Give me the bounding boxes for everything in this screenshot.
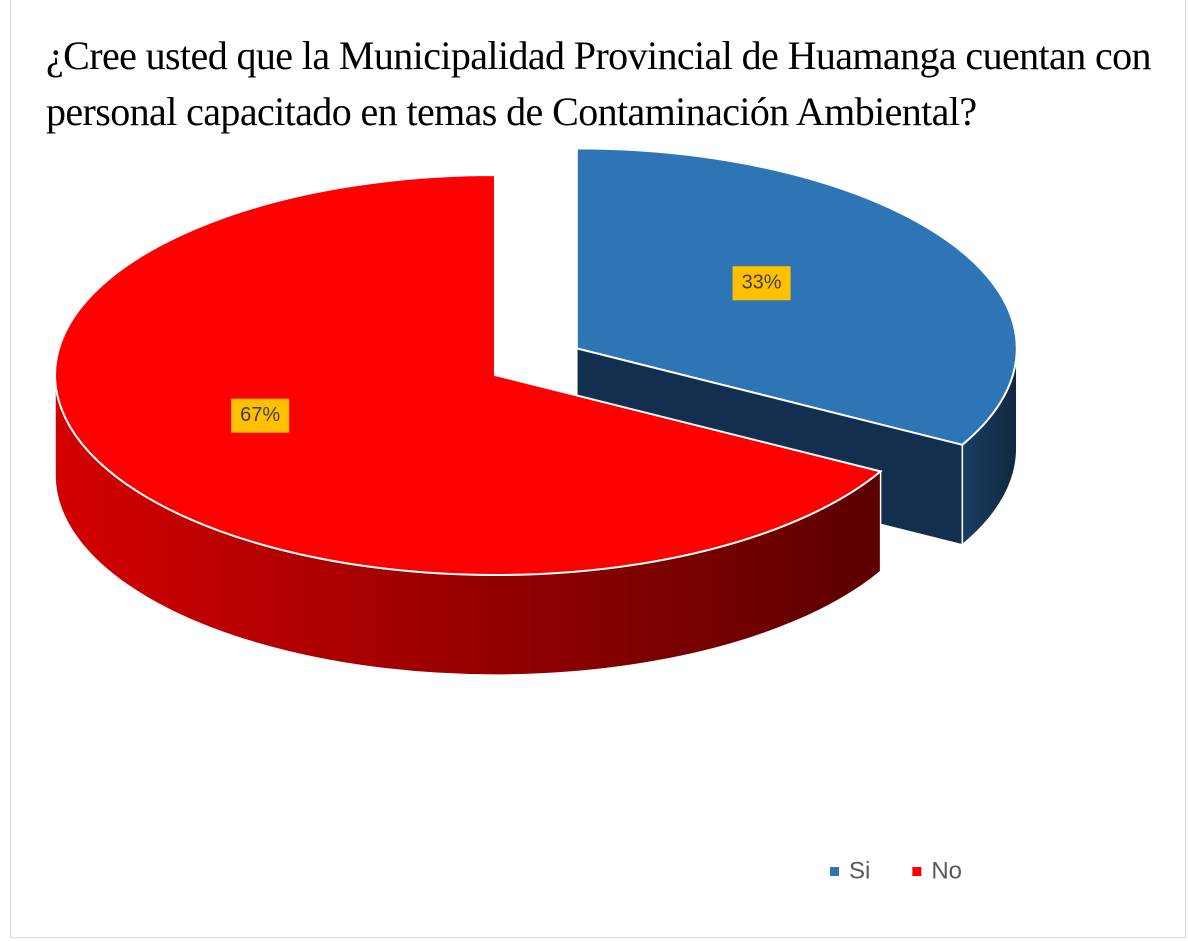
legend-swatch (912, 867, 922, 876)
legend-label: No (931, 857, 962, 884)
data-label: 33% (742, 272, 782, 294)
chart-title: ¿Cree usted que la Municipalidad Provinc… (46, 33, 1152, 134)
legend-label: Si (849, 857, 870, 884)
chart-frame (10, 0, 1186, 938)
pie-slice (575, 147, 1018, 446)
data-label: 67% (240, 404, 280, 426)
data-label-bg (732, 266, 791, 301)
data-label-bg (231, 398, 290, 433)
legend-swatch (830, 867, 839, 876)
pie-slice (54, 173, 883, 576)
